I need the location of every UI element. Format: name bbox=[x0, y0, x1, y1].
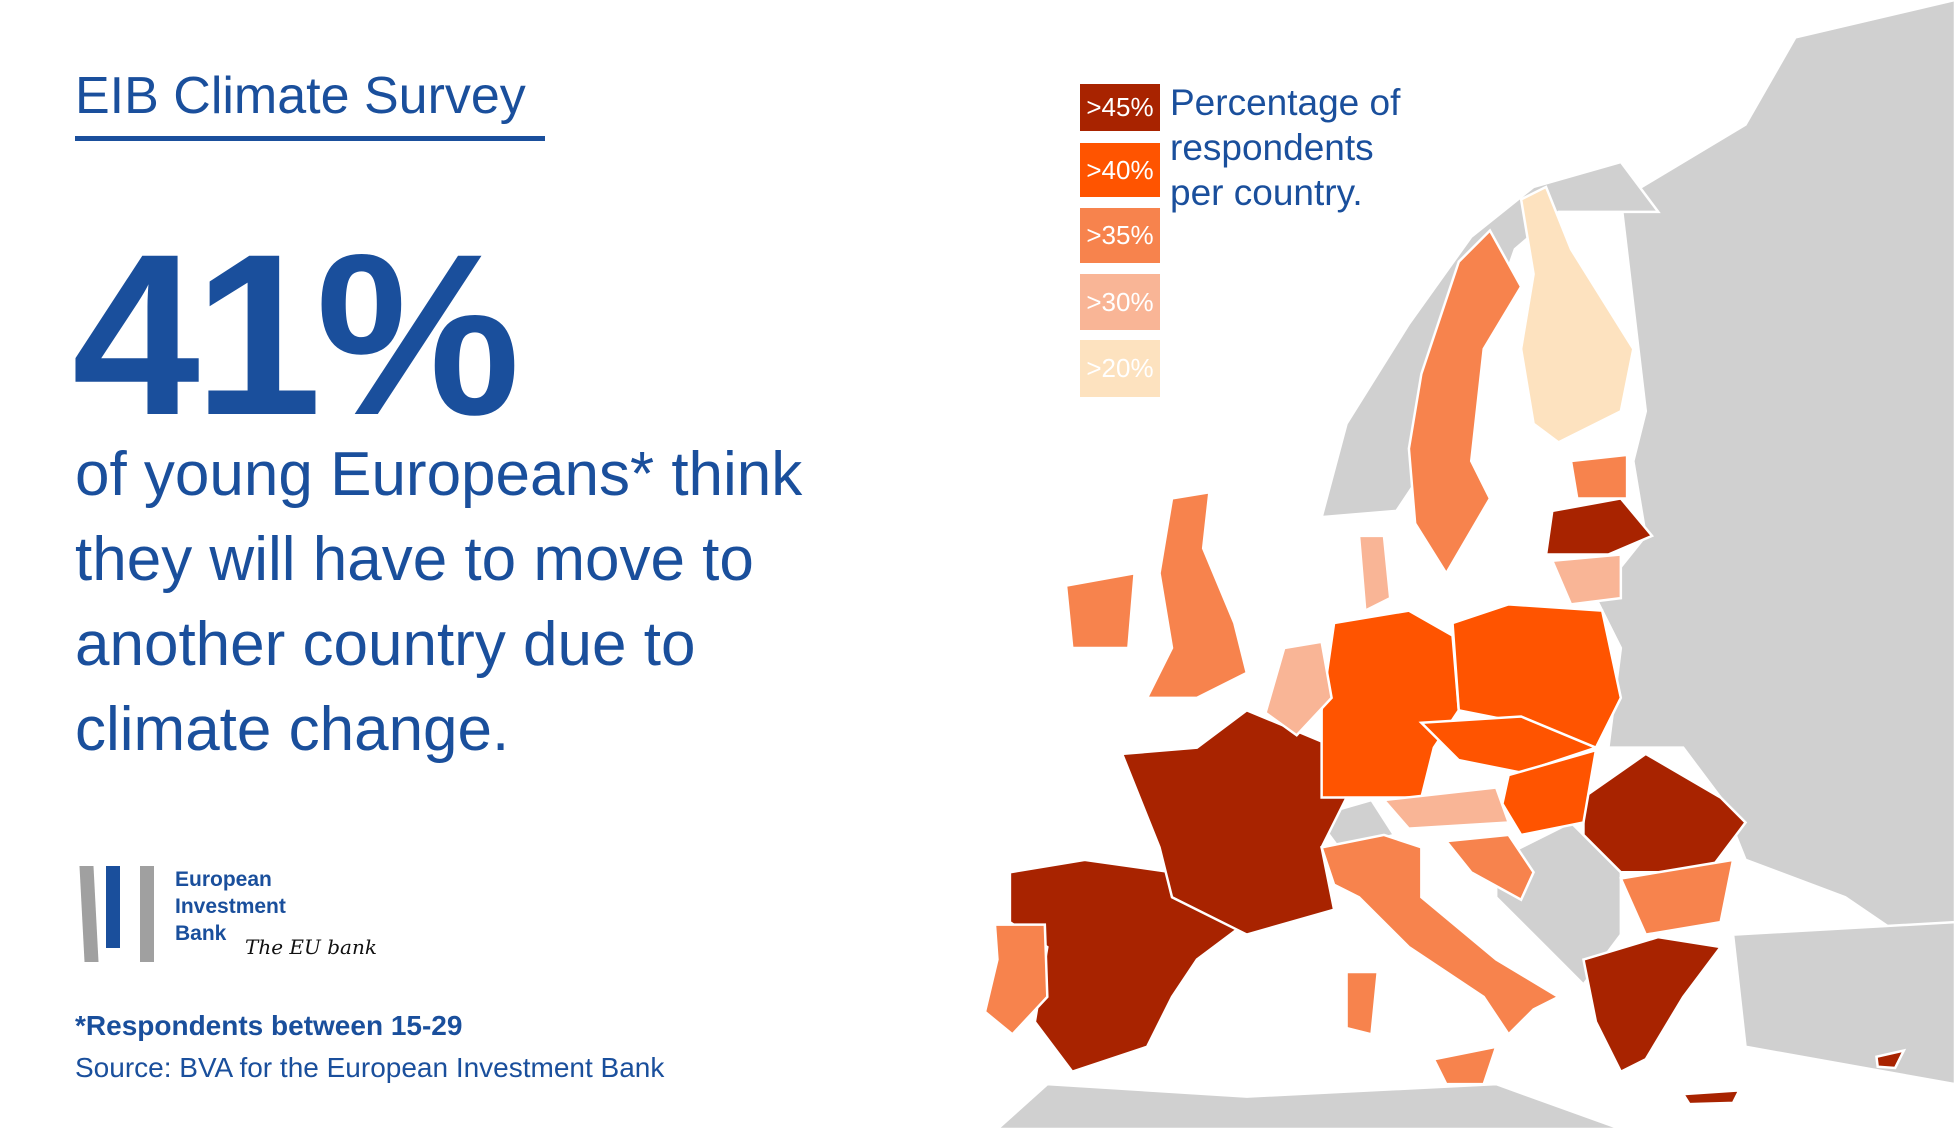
legend-title-line: Percentage of bbox=[1170, 82, 1401, 123]
headline-line: climate change. bbox=[75, 695, 510, 764]
page-title: EIB Climate Survey bbox=[75, 67, 526, 125]
legend-swatch-20: >20% bbox=[1080, 340, 1160, 397]
country-finland bbox=[1519, 185, 1635, 444]
headline-percentage: 41% bbox=[72, 206, 520, 463]
country-germany bbox=[1320, 609, 1461, 799]
headline-line: of young Europeans* think bbox=[75, 440, 803, 509]
country-hungary bbox=[1501, 748, 1598, 837]
land-north-africa bbox=[995, 1082, 1622, 1129]
footnote: *Respondents between 15-29 bbox=[75, 1010, 463, 1041]
headline-description: of young Europeans* think they will have… bbox=[75, 432, 802, 772]
headline-line: another country due to bbox=[75, 610, 696, 679]
country-greece bbox=[1681, 1088, 1742, 1106]
country-latvia bbox=[1544, 497, 1655, 556]
headline-line: they will have to move to bbox=[75, 525, 754, 594]
source-note: Source: BVA for the European Investment … bbox=[75, 1052, 665, 1083]
country-italy bbox=[1431, 1045, 1499, 1086]
land-russia-east bbox=[1594, 0, 1955, 974]
legend-swatch-45: >45% bbox=[1080, 84, 1160, 131]
logo-line: European bbox=[175, 868, 272, 891]
country-denmark bbox=[1357, 534, 1392, 613]
country-greece bbox=[1582, 935, 1723, 1074]
logo-tagline: The EU bank bbox=[245, 935, 377, 959]
country-croatia-slovenia bbox=[1443, 833, 1535, 902]
country-portugal bbox=[983, 923, 1049, 1036]
eib-logo bbox=[79, 866, 382, 966]
country-benelux bbox=[1264, 640, 1333, 737]
logo-bar-gray bbox=[140, 866, 154, 962]
legend-swatch-35: >35% bbox=[1080, 208, 1160, 263]
legend-title-line: per country. bbox=[1170, 172, 1363, 213]
land-turkey bbox=[1731, 920, 1955, 1086]
country-austria bbox=[1381, 786, 1511, 830]
country-italy bbox=[1319, 833, 1562, 1037]
legend-swatch-40: >40% bbox=[1080, 143, 1160, 197]
legend-swatch-30: >30% bbox=[1080, 274, 1160, 330]
country-uk bbox=[1145, 490, 1249, 700]
country-france bbox=[1120, 708, 1348, 936]
logo-bar-gray bbox=[79, 866, 99, 962]
country-romania bbox=[1582, 752, 1748, 874]
title-underline bbox=[75, 136, 545, 141]
logo-bar-blue bbox=[106, 866, 120, 948]
country-italy bbox=[1345, 970, 1380, 1036]
country-sweden bbox=[1407, 228, 1523, 576]
country-bulgaria bbox=[1619, 858, 1735, 936]
country-cyprus bbox=[1875, 1048, 1907, 1070]
country-ireland bbox=[1064, 571, 1136, 650]
country-estonia bbox=[1569, 453, 1629, 500]
logo-line: Investment bbox=[175, 895, 286, 918]
legend-title-line: respondents bbox=[1170, 127, 1374, 168]
logo-line: Bank bbox=[175, 922, 227, 945]
logo-wordmark: European Investment Bank bbox=[175, 866, 286, 947]
country-poland bbox=[1451, 603, 1623, 750]
legend-title: Percentage of respondents per country. bbox=[1170, 80, 1400, 215]
country-lithuania bbox=[1550, 553, 1623, 606]
